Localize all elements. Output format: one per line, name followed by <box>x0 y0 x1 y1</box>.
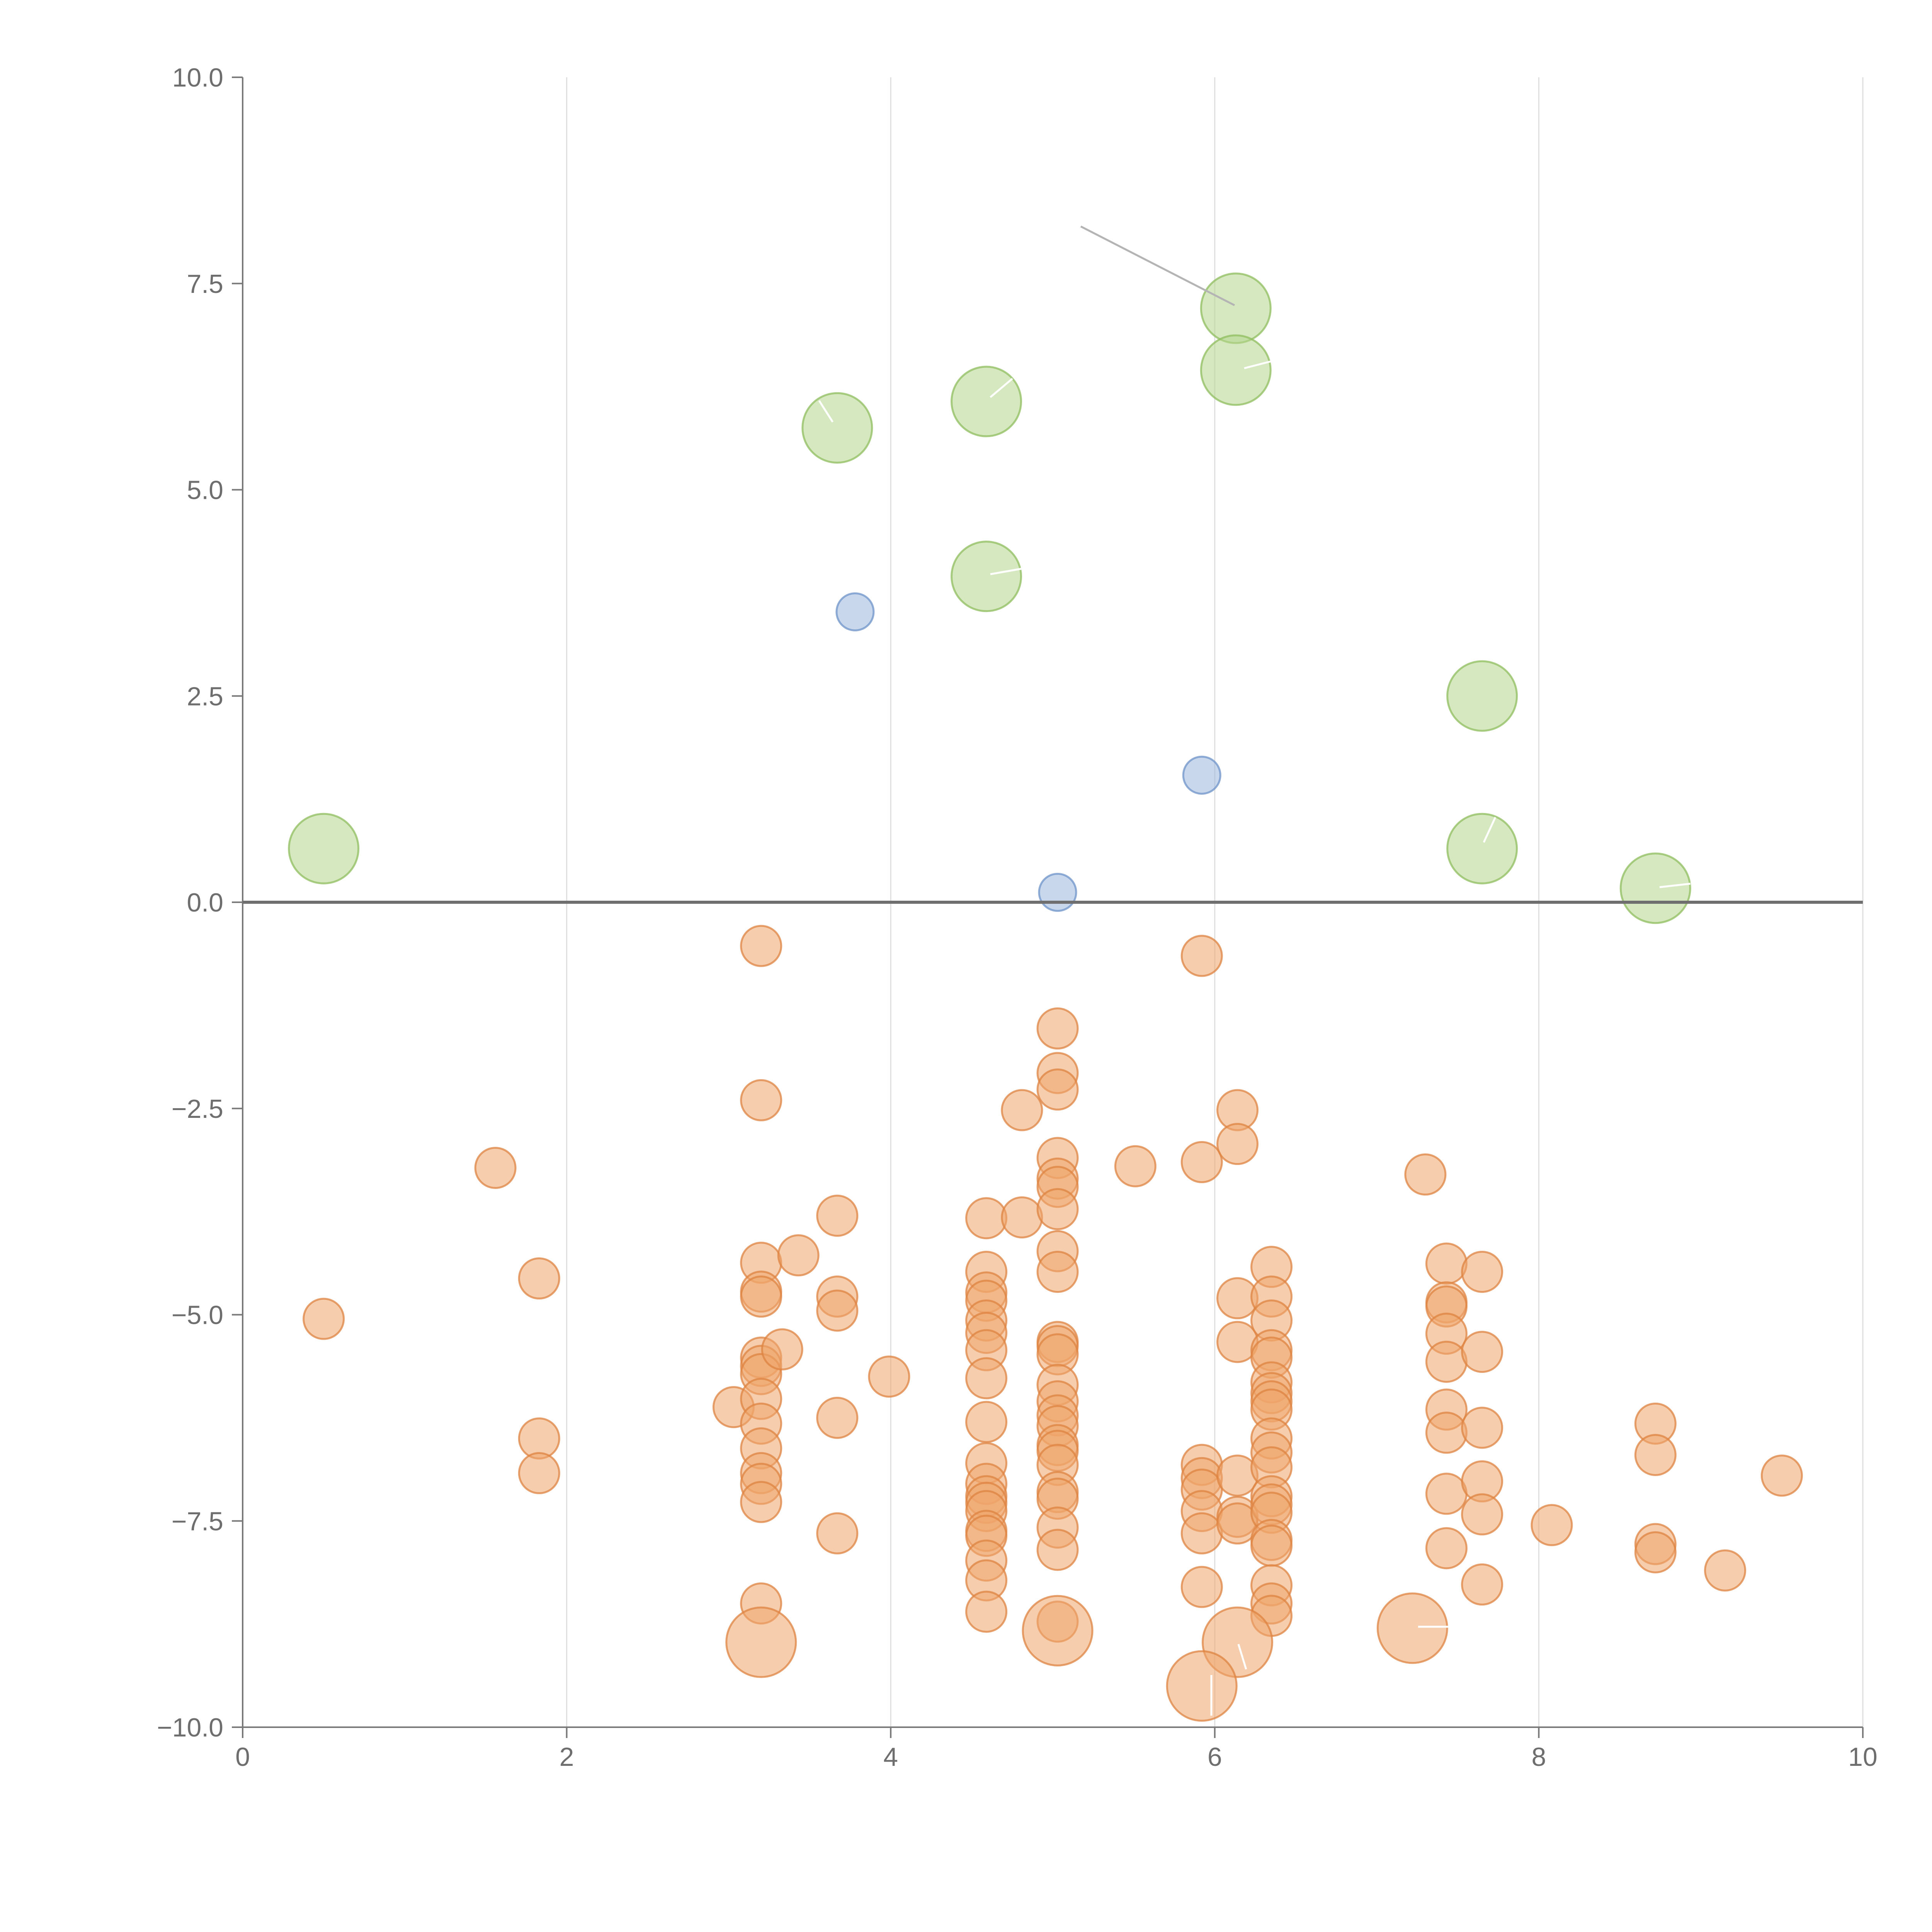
x-tick-label: 6 <box>1208 1742 1222 1772</box>
orange-data-point <box>816 1194 859 1237</box>
x-tick-label: 8 <box>1531 1742 1546 1772</box>
orange-data-point <box>816 1512 859 1554</box>
x-tick-label: 4 <box>883 1742 898 1772</box>
data-points <box>288 272 1803 1722</box>
orange-data-point <box>740 1481 782 1523</box>
orange-data-point <box>761 1328 803 1371</box>
orange-large-data-point <box>1166 1650 1238 1722</box>
orange-large-data-point <box>1376 1592 1448 1664</box>
orange-data-point <box>1634 1531 1677 1573</box>
orange-data-point <box>518 1257 560 1300</box>
orange-data-point <box>1461 1331 1503 1373</box>
callout-line <box>1244 360 1272 369</box>
blue-data-point <box>1038 872 1077 912</box>
orange-data-point <box>816 1289 859 1332</box>
y-tick-label: −10.0 <box>157 1713 223 1742</box>
green-data-point <box>951 541 1022 612</box>
callout-lines <box>818 225 1691 1716</box>
x-tick-label: 2 <box>560 1742 574 1772</box>
callout-line <box>990 378 1013 398</box>
green-data-point <box>1200 272 1272 344</box>
green-data-point <box>1446 813 1518 884</box>
orange-data-point <box>1001 1089 1043 1131</box>
orange-large-data-point <box>725 1606 797 1678</box>
orange-data-point <box>777 1234 820 1277</box>
orange-data-point <box>1180 1141 1223 1184</box>
y-tick-label: −7.5 <box>172 1507 223 1536</box>
orange-data-point <box>965 1197 1008 1240</box>
orange-data-point <box>1425 1527 1468 1570</box>
orange-data-point <box>1531 1504 1573 1546</box>
orange-data-point <box>474 1146 517 1189</box>
green-data-point <box>1619 852 1691 924</box>
series-green <box>288 272 1691 924</box>
orange-data-point <box>740 1079 782 1121</box>
green-data-point <box>801 392 873 464</box>
callout-line <box>1080 225 1235 306</box>
x-axis-ticks: 0 2 4 6 8 10 <box>235 1727 1878 1772</box>
blue-data-point <box>835 592 875 631</box>
orange-data-point <box>1114 1145 1156 1187</box>
orange-data-point <box>1180 1566 1223 1608</box>
orange-data-point <box>1425 1473 1468 1515</box>
y-tick-label: 5.0 <box>187 476 223 505</box>
green-data-point <box>1200 334 1272 406</box>
orange-data-point <box>1404 1153 1447 1196</box>
x-tick-label: 10 <box>1848 1742 1878 1772</box>
callout-line <box>1237 1644 1247 1670</box>
orange-data-point <box>1036 1250 1079 1293</box>
callout-line <box>818 400 834 423</box>
y-tick-label: −5.0 <box>172 1301 223 1330</box>
orange-large-data-point <box>1022 1595 1094 1667</box>
orange-data-point <box>1216 1123 1259 1165</box>
orange-data-point <box>1036 1188 1079 1230</box>
orange-data-point <box>1180 935 1223 977</box>
series-orange <box>303 925 1803 1643</box>
orange-data-point <box>1036 1529 1079 1571</box>
orange-data-point <box>1425 1242 1468 1285</box>
y-tick-label: 0.0 <box>187 888 223 917</box>
orange-data-point <box>1760 1454 1803 1497</box>
orange-data-point <box>1425 1412 1468 1454</box>
series-blue <box>835 592 1221 912</box>
orange-data-point <box>965 1590 1008 1633</box>
orange-data-point <box>1461 1563 1503 1606</box>
callout-line <box>990 568 1022 575</box>
orange-data-point <box>816 1396 859 1439</box>
orange-data-point <box>1250 1524 1293 1567</box>
y-tick-label: 2.5 <box>187 682 223 711</box>
y-tick-label: −2.5 <box>172 1094 223 1124</box>
orange-data-point <box>1036 1068 1079 1111</box>
green-data-point <box>1446 660 1518 732</box>
callout-line <box>1659 883 1691 888</box>
orange-data-point <box>965 1357 1008 1400</box>
orange-data-point <box>303 1298 345 1340</box>
orange-data-point <box>1461 1406 1503 1449</box>
orange-data-point <box>1001 1196 1043 1239</box>
y-axis-ticks: 10.0 7.5 5.0 2.5 0.0 −2.5 −5.0 −7.5 −10.0 <box>157 63 243 1742</box>
orange-data-point <box>740 1276 782 1318</box>
blue-data-point <box>1182 755 1221 795</box>
callout-line <box>1483 816 1497 843</box>
orange-data-point <box>1704 1549 1747 1592</box>
green-data-point <box>951 366 1022 437</box>
y-tick-label: 10.0 <box>172 63 223 92</box>
orange-data-point <box>740 925 782 967</box>
orange-data-point <box>868 1355 910 1398</box>
series-orange-large <box>725 1592 1448 1722</box>
y-tick-label: 7.5 <box>187 269 223 299</box>
orange-data-point <box>1036 1007 1079 1050</box>
orange-data-point <box>965 1401 1008 1443</box>
orange-data-point <box>1425 1340 1468 1383</box>
orange-data-point <box>1180 1512 1223 1554</box>
green-data-point <box>288 813 360 884</box>
orange-data-point <box>1461 1493 1503 1536</box>
orange-data-point <box>1461 1250 1503 1293</box>
x-tick-label: 0 <box>235 1742 250 1772</box>
orange-data-point <box>1634 1434 1677 1476</box>
orange-data-point <box>518 1452 560 1494</box>
